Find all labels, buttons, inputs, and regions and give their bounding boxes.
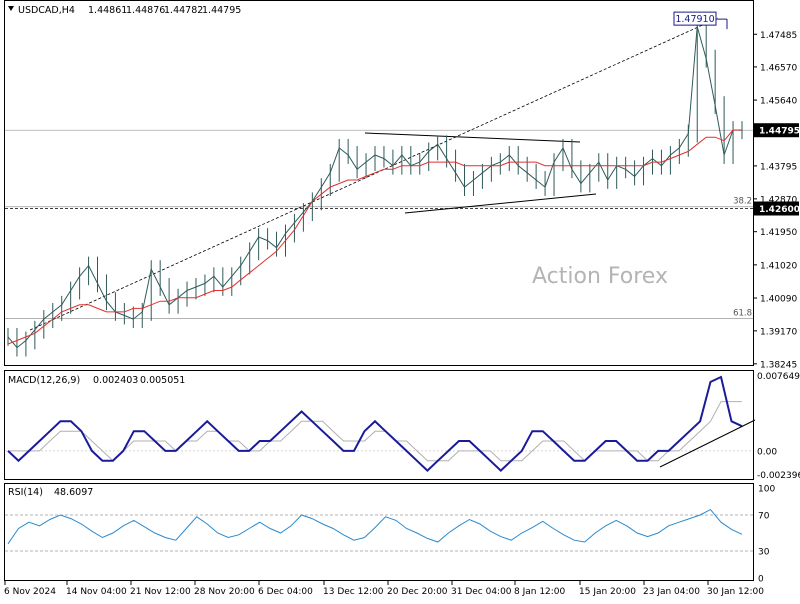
price-tick-label: 1.40090 xyxy=(760,295,797,305)
x-tick-label: 31 Dec 04:00 xyxy=(451,587,512,597)
macd-signal-value: 0.005051 xyxy=(140,375,185,386)
price-tick-label: 1.46570 xyxy=(760,63,797,73)
price-header: USDCAD,H4 1.44861 1.44876 1.44782 1.4479… xyxy=(8,5,241,16)
trend-line xyxy=(29,17,719,331)
ma-line xyxy=(7,129,742,345)
macd-value: 0.002403 xyxy=(93,375,138,386)
x-tick-label: 23 Jan 04:00 xyxy=(643,587,700,597)
price-tick-label: 1.43795 xyxy=(760,162,797,172)
macd-tick-label: 0.007649 xyxy=(757,372,800,382)
price-tick-label: 1.45640 xyxy=(760,97,797,107)
axes-layer: 1.47485 1.46570 1.45640 1.44795 1.43795 1.428… xyxy=(4,31,800,597)
symbol-label: USDCAD,H4 xyxy=(18,5,75,16)
price-tick-label: 1.42870 xyxy=(760,195,797,205)
price-tick-label: 1.38245 xyxy=(760,360,797,370)
x-tick-label: 21 Nov 12:00 xyxy=(130,587,191,597)
macd-layer xyxy=(5,375,756,472)
ohlc-open: 1.44861 xyxy=(88,5,127,16)
triangle-upper xyxy=(364,132,581,143)
x-tick-label: 28 Nov 20:00 xyxy=(194,587,255,597)
rsi-title: RSI(14) xyxy=(8,487,43,498)
x-tick-label: 13 Dec 12:00 xyxy=(323,587,384,597)
x-tick-label: 14 Nov 04:00 xyxy=(66,587,127,597)
x-tick-label: 8 Jan 12:00 xyxy=(514,587,566,597)
macd-line xyxy=(7,375,743,472)
ohlc-low: 1.44782 xyxy=(164,5,203,16)
macd-trend-line xyxy=(659,419,756,468)
triangle-lower xyxy=(404,193,597,214)
rsi-layer xyxy=(5,508,753,552)
fib-label: 38.2 xyxy=(733,197,752,207)
rsi-header: RSI(14) 48.6097 xyxy=(8,487,93,498)
x-tick-label: 15 Jan 20:00 xyxy=(579,587,636,597)
x-tick-label: 30 Jan 12:00 xyxy=(707,587,764,597)
ohlc-high: 1.44876 xyxy=(126,5,165,16)
current-price-tag xyxy=(754,123,799,138)
fib-label: 61.8 xyxy=(733,308,752,318)
current-price-label: 1.44795 xyxy=(759,127,800,137)
rsi-tick-label: 100 xyxy=(758,485,775,495)
x-tick-label: 6 Nov 2024 xyxy=(4,587,56,597)
x-tick-label: 20 Dec 20:00 xyxy=(387,587,448,597)
support-label: 1.42600 xyxy=(759,205,800,215)
watermark: Action Forex xyxy=(532,264,668,289)
rsi-tick-label: 30 xyxy=(758,548,770,558)
price-panel-frame xyxy=(4,0,754,366)
ohlc-close: 1.44795 xyxy=(202,5,241,16)
rsi-tick-label: 70 xyxy=(758,512,770,522)
x-tick-label: 6 Dec 04:00 xyxy=(258,587,313,597)
price-tick-label: 1.39170 xyxy=(760,327,797,337)
rsi-line xyxy=(7,508,743,545)
macd-title: MACD(12,26,9) xyxy=(8,375,80,386)
macd-header: MACD(12,26,9) 0.002403 0.005051 xyxy=(8,375,185,386)
price-tick-label: 1.41020 xyxy=(760,261,797,271)
price-layer: 38.2 61.8 1.47910 xyxy=(5,11,753,357)
price-tick-label: 1.41950 xyxy=(760,228,797,238)
macd-tick-label: -0.002396 xyxy=(757,471,800,481)
price-line xyxy=(7,26,743,349)
collapse-icon xyxy=(8,6,14,11)
high-marker-label: 1.47910 xyxy=(675,14,714,25)
support-tag xyxy=(754,201,799,216)
price-tick-label: 1.47485 xyxy=(760,31,797,41)
macd-tick-label: 0.00 xyxy=(757,447,777,457)
rsi-panel-frame xyxy=(4,483,754,581)
rsi-value: 48.6097 xyxy=(54,487,93,498)
rsi-tick-label: 0 xyxy=(758,575,764,585)
macd-signal-line xyxy=(8,401,742,462)
